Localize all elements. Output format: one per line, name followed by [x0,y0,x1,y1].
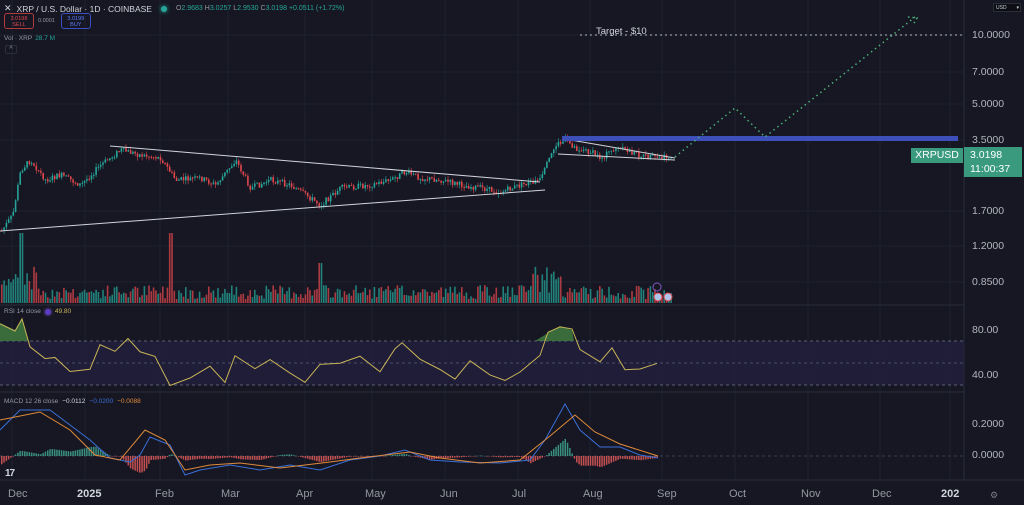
price-axis-label: 0.8500 [972,276,1005,288]
rsi-axis-label: 40.00 [972,369,999,381]
time-axis-label: Feb [155,488,174,500]
market-status-icon [160,5,167,12]
target-label: Target - $10 [596,26,647,37]
time-axis-label: Aug [583,488,603,500]
tradingview-logo-icon[interactable]: 17 [5,468,15,479]
price-axis-label: 5.0000 [972,98,1005,110]
time-axis-label: Jul [512,488,527,500]
resistance-zone [562,136,958,141]
rsi-settings-icon[interactable] [44,308,51,315]
volume-legend: Vol · XRP 28.7 M [4,35,56,42]
close-icon[interactable]: ✕ [4,3,12,13]
us-event-icon [653,292,663,302]
symbol-price-tag: XRPUSD [911,148,963,163]
ohlc-values: O2.9683 H3.0257 L2.9530 C3.0198 +0.0511 … [175,5,345,12]
descending-trendline [109,145,541,183]
time-axis-label: Apr [296,488,314,500]
time-axis-label: Dec [8,488,28,500]
symbol-title[interactable]: XRP / U.S. Dollar · 1D · COINBASE [16,3,152,14]
time-axis-label: Oct [729,488,747,500]
projection-path [674,16,916,158]
rsi-legend: RSI 14 close 49.80 [4,308,72,315]
buy-button[interactable]: 3.0199 BUY [60,13,91,29]
spread-value: 0.0001 [38,18,55,24]
time-axis-label: Mar [221,488,240,500]
macd-axis-label: 0.2000 [972,418,1005,430]
time-axis-label: Nov [801,488,821,500]
flag-lower-line [557,153,676,161]
time-axis-label: Dec [872,488,892,500]
time-axis-label: Jun [440,488,458,500]
chart-settings-icon[interactable]: ⚙ [990,490,999,500]
time-axis-label: 2025 [77,488,102,500]
price-axis-label: 1.7000 [972,205,1005,217]
macd-legend: MACD 12 26 close −0.0112 −0.0200 −0.0088 [4,398,141,405]
collapse-legend-button[interactable]: ^ [5,45,17,54]
sell-button[interactable]: 3.0198 SELL [4,13,34,29]
projection-arrow-icon [907,16,919,26]
macd-axis-label: 0.0000 [972,449,1005,461]
last-price-tag: 3.0198 11:00:37 [964,147,1022,177]
time-axis-label: 202 [941,488,960,500]
time-axis-label: May [365,488,386,500]
currency-select[interactable]: USD [993,3,1021,12]
price-axis-label: 7.0000 [972,66,1005,78]
time-axis-label: Sep [657,488,677,500]
rsi-axis-label: 80.00 [972,324,999,336]
price-axis-label: 3.5000 [972,134,1005,146]
us-event-icon-2 [663,292,673,302]
dividend-event-icon [652,282,662,292]
ascending-trendline [0,189,546,232]
symbol-legend: ✕ XRP / U.S. Dollar · 1D · COINBASE O2.9… [4,3,344,14]
price-axis-label: 1.2000 [972,240,1005,252]
price-axis-label: 10.0000 [972,29,1010,41]
trade-panel: 3.0198 SELL 0.0001 3.0199 BUY [4,13,91,29]
flag-upper-line [564,138,676,159]
